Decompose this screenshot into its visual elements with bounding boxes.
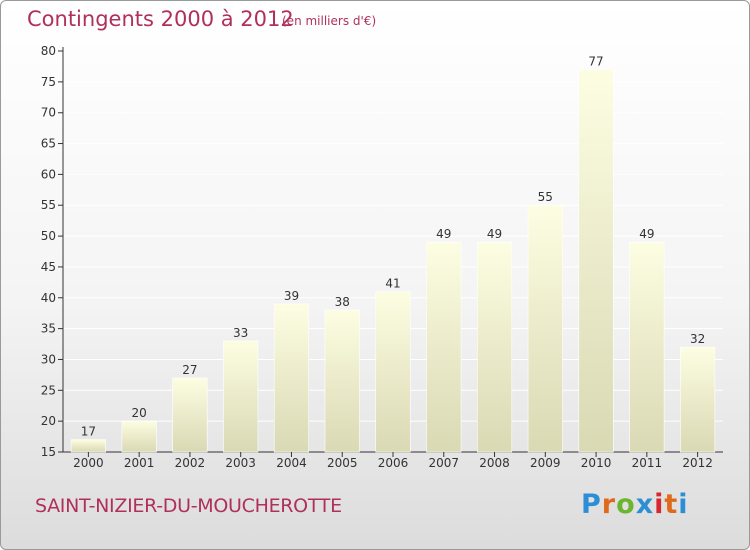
- x-tick-label: 2001: [124, 456, 155, 470]
- bar-value-label: 20: [132, 406, 147, 420]
- bar-2002: [172, 377, 208, 453]
- x-tick-label: 2004: [276, 456, 307, 470]
- logo-letter: o: [616, 489, 636, 520]
- y-tick-label: 50: [41, 229, 56, 243]
- bar-2012: [680, 346, 716, 453]
- x-tick-label: 2012: [682, 456, 713, 470]
- x-tick-label: 2010: [581, 456, 612, 470]
- bar-value-label: 33: [233, 326, 248, 340]
- bar-2009: [527, 204, 563, 453]
- bar-value-label: 17: [81, 425, 96, 439]
- x-tick-label: 2008: [479, 456, 510, 470]
- chart-subtitle: (en milliers d'€): [282, 14, 377, 28]
- bar-value-label: 49: [487, 227, 502, 241]
- y-tick-label: 75: [41, 75, 56, 89]
- x-tick-label: 2000: [73, 456, 104, 470]
- commune-name: SAINT-NIZIER-DU-MOUCHEROTTE: [35, 495, 342, 517]
- proxiti-logo: Proxiti: [581, 489, 689, 520]
- y-tick-label: 60: [41, 167, 56, 181]
- bar-value-label: 77: [588, 55, 603, 69]
- bar-value-label: 49: [639, 227, 654, 241]
- y-tick-label: 55: [41, 198, 56, 212]
- bar-2008: [476, 241, 513, 453]
- bar-2003: [223, 340, 259, 453]
- bar-value-label: 49: [436, 227, 451, 241]
- logo-letter: r: [601, 489, 617, 520]
- y-tick-label: 70: [41, 106, 56, 120]
- bar-value-label: 41: [385, 277, 400, 291]
- y-tick-label: 65: [41, 137, 56, 151]
- x-tick-label: 2011: [632, 456, 663, 470]
- bar-2001: [121, 420, 157, 453]
- bar-2005: [324, 309, 360, 453]
- y-tick-label: 80: [41, 44, 56, 58]
- x-tick-label: 2009: [530, 456, 561, 470]
- bar-2011: [629, 241, 665, 453]
- x-tick-label: 2007: [428, 456, 459, 470]
- bar-value-label: 32: [690, 332, 705, 346]
- y-tick-label: 30: [41, 352, 56, 366]
- chart-title: Contingents 2000 à 2012: [27, 7, 294, 31]
- bar-2000: [70, 439, 106, 453]
- x-tick-label: 2006: [378, 456, 409, 470]
- bar-2006: [375, 291, 411, 453]
- x-tick-label: 2005: [327, 456, 358, 470]
- logo-letter: P: [581, 489, 602, 520]
- bar-2007: [426, 241, 462, 453]
- y-tick-label: 25: [41, 383, 56, 397]
- bar-value-label: 39: [284, 289, 299, 303]
- y-tick-label: 40: [41, 291, 56, 305]
- y-tick-label: 15: [41, 445, 56, 459]
- x-tick-label: 2003: [225, 456, 256, 470]
- logo-letter: i: [654, 489, 665, 520]
- y-tick-label: 35: [41, 322, 56, 336]
- bar-value-label: 27: [182, 363, 197, 377]
- bar-value-label: 38: [335, 295, 350, 309]
- bar-value-label: 55: [538, 190, 553, 204]
- logo-letter: x: [635, 489, 655, 520]
- y-tick-label: 45: [41, 260, 56, 274]
- x-tick-label: 2002: [175, 456, 206, 470]
- y-tick-label: 20: [41, 414, 56, 428]
- bar-2010: [578, 69, 614, 453]
- logo-letter: t: [664, 489, 679, 520]
- bar-2004: [273, 303, 310, 453]
- logo-letter: i: [678, 489, 689, 520]
